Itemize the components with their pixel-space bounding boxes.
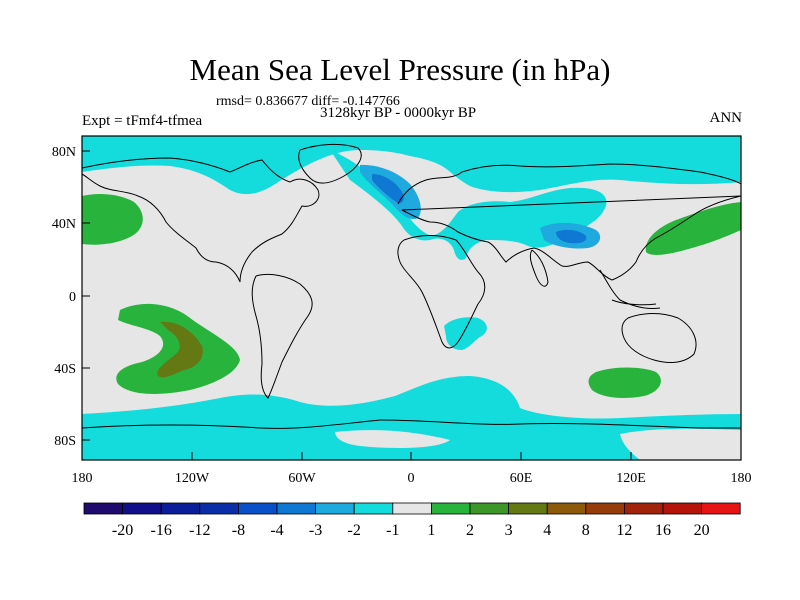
colorbar: -20 -16 -12 -8 -4 -3 -2 -1 1 2 3 4 8 12 16 20 — [83, 502, 741, 539]
colorbar-swatch — [160, 502, 201, 515]
colorbar-swatch — [315, 502, 355, 515]
colorbar-swatch — [199, 502, 239, 515]
colorbar-swatch — [83, 502, 123, 515]
coast-eurasia — [397, 163, 741, 281]
lat-label: 80N — [52, 145, 76, 160]
coast-india — [529, 249, 549, 287]
colorbar-label: -20 — [112, 522, 133, 539]
colorbar-swatch — [662, 502, 702, 515]
coast-antarctica — [82, 419, 741, 429]
tibet-core-negative — [556, 229, 587, 244]
lat-label: 40N — [52, 217, 76, 232]
north-atlantic-negative-region — [330, 150, 607, 260]
antarctic-neutral-patch — [335, 430, 450, 448]
lon-label: 60E — [510, 471, 533, 486]
north-pacific-positive-east — [645, 202, 741, 255]
south-pacific-positive-core — [157, 321, 203, 378]
lat-labels: 80N 40N 0 40S 80S — [52, 145, 76, 449]
colorbar-label: -8 — [232, 522, 245, 539]
colorbar-swatch — [701, 502, 741, 515]
lon-label: 0 — [408, 471, 415, 486]
lon-label: 180 — [72, 471, 93, 486]
season-label: ANN — [709, 110, 743, 126]
lat-axis — [82, 150, 90, 441]
colorbar-swatch — [508, 502, 548, 515]
colorbar-label: 4 — [543, 522, 551, 539]
colorbar-label: -1 — [386, 522, 399, 539]
colorbar-label: 2 — [466, 522, 474, 539]
south-pacific-positive-region — [116, 303, 240, 394]
colorbar-label: -4 — [270, 522, 283, 539]
coast-australia — [621, 313, 697, 363]
colorbar-label: 20 — [694, 522, 710, 539]
coast-greenland — [298, 143, 362, 184]
lon-label: 120E — [616, 471, 646, 486]
colorbar-label: 12 — [616, 522, 632, 539]
colorbar-label: 1 — [427, 522, 435, 539]
lon-axis — [191, 452, 632, 460]
colorbar-label: 8 — [582, 522, 590, 539]
lon-label: 120W — [175, 471, 210, 486]
coast-southeast-asia — [599, 269, 661, 309]
stats-text: rmsd= 0.836677 diff= -0.147766 — [216, 94, 400, 109]
lat-label: 0 — [69, 290, 76, 305]
colorbar-label: -16 — [151, 522, 172, 539]
colorbar-label: -3 — [309, 522, 322, 539]
colorbar-label: 16 — [655, 522, 671, 539]
lat-label: 80S — [54, 434, 76, 449]
southern-ocean-negative-region — [82, 376, 741, 460]
colorbar-swatch — [469, 502, 509, 515]
coast-north-america — [82, 157, 320, 283]
plot-title: Mean Sea Level Pressure (in hPa) — [189, 52, 611, 87]
colorbar-swatch — [546, 502, 587, 515]
colorbar-swatch — [392, 502, 432, 515]
colorbar-label: -2 — [348, 522, 361, 539]
scandinavia-core-negative — [372, 174, 404, 204]
map-field — [82, 136, 741, 460]
colorbar-swatch — [430, 502, 471, 515]
lon-label: 180 — [731, 471, 752, 486]
colorbar-swatch — [624, 502, 664, 515]
coast-africa — [397, 235, 486, 349]
colorbar-swatch — [276, 502, 316, 515]
lon-label: 60W — [288, 471, 316, 486]
experiment-label: Expt = tFmf4-tfmea — [82, 113, 203, 129]
lon-labels: 180 120W 60W 0 60E 120E 180 — [72, 471, 752, 486]
south-indian-positive-region — [588, 367, 661, 398]
period-text: 3128kyr BP - 0000kyr BP — [320, 105, 477, 121]
coast-south-america — [251, 273, 313, 399]
coastlines — [82, 143, 741, 429]
colorbar-label: -12 — [189, 522, 210, 539]
south-africa-negative-region — [444, 317, 487, 350]
colorbar-swatch — [585, 502, 625, 515]
arctic-negative-region — [82, 136, 741, 195]
lat-label: 40S — [54, 362, 76, 377]
colorbar-swatch — [237, 502, 278, 515]
colorbar-swatch — [122, 502, 162, 515]
antarctic-neutral-patch-east — [620, 428, 741, 460]
colorbar-swatch — [353, 502, 394, 515]
colorbar-label: 3 — [505, 522, 513, 539]
north-pacific-positive-west — [82, 194, 143, 245]
